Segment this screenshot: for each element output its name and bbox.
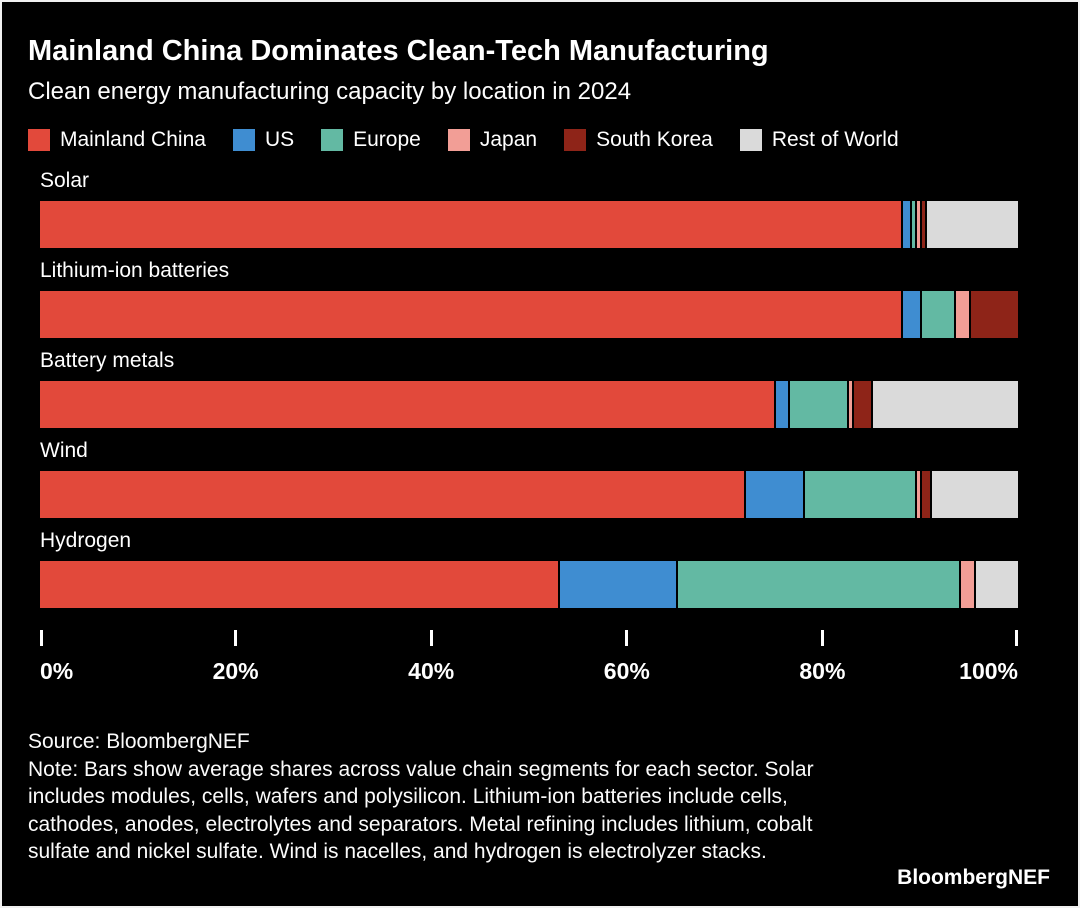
bar-label: Battery metals (40, 349, 175, 372)
tick-mark (625, 630, 629, 646)
legend-label: Europe (353, 128, 421, 151)
bar-segment-us (558, 561, 676, 608)
tick-label: 20% (212, 658, 259, 684)
bar-segment-rest-of-world (925, 201, 1018, 248)
legend-label: US (264, 128, 295, 151)
legend-swatch-south-korea (564, 129, 587, 151)
bar-segment-us (744, 471, 803, 518)
chart-subtitle: Clean energy manufacturing capacity by l… (28, 78, 632, 105)
stacked-bar (40, 471, 1018, 518)
bar-label: Wind (40, 439, 88, 462)
bar-segment-europe (788, 381, 847, 428)
tick-mark (234, 630, 238, 646)
tick-label: 40% (408, 658, 455, 684)
bar-segment-south-korea (851, 381, 872, 428)
bar-segment-europe (920, 291, 955, 338)
stacked-bar (40, 561, 1018, 608)
bar-label: Hydrogen (40, 529, 132, 552)
legend-swatch-us (232, 129, 255, 151)
legend-label: Mainland China (60, 128, 206, 151)
tick-mark (40, 630, 43, 646)
tick-mark (429, 630, 433, 646)
bar-segment-south-korea (920, 201, 926, 248)
chart: Solar Lithium-ion batteries Battery metals… (40, 168, 1018, 608)
tick-label: 80% (799, 658, 846, 684)
bar-segment-mainland-china (40, 471, 745, 518)
legend-swatch-japan (447, 129, 470, 151)
bar-segment-europe (802, 471, 916, 518)
legend-label: Rest of World (771, 128, 899, 151)
legend-item-rest-of-world: Rest of World (739, 128, 899, 152)
bar-group-hydrogen: Hydrogen (40, 528, 1018, 608)
note-text: Note: Bars show average shares across va… (28, 757, 814, 864)
stacked-bar (40, 291, 1018, 338)
stacked-bar (40, 201, 1018, 248)
footer: Source: BloombergNEF Note: Bars show ave… (28, 728, 1052, 866)
legend-swatch-europe (321, 129, 344, 151)
bar-segment-rest-of-world (871, 381, 1018, 428)
tick-label: 100% (959, 658, 1018, 684)
legend-swatch-mainland-china (28, 129, 50, 151)
bar-group-solar: Solar (40, 168, 1018, 248)
bar-segment-europe (675, 561, 960, 608)
bar-segment-japan (846, 381, 852, 428)
bar-segment-south-korea (920, 471, 930, 518)
legend-label: Japan (479, 128, 538, 151)
source-text: Source: BloombergNEF (28, 730, 250, 753)
bar-segment-japan (954, 291, 970, 338)
stacked-bar (40, 381, 1018, 428)
legend-swatch-rest-of-world (739, 129, 762, 151)
bar-segment-mainland-china (40, 381, 774, 428)
bar-segment-japan (959, 561, 974, 608)
bar-segment-mainland-china (40, 291, 901, 338)
brand-logo: BloombergNEF (897, 866, 1050, 889)
bar-segment-japan (915, 471, 921, 518)
bar-segment-us (773, 381, 789, 428)
legend-item-japan: Japan (447, 128, 538, 152)
bar-segment-us (900, 291, 921, 338)
legend-item-mainland-china: Mainland China (28, 128, 206, 152)
bar-group-wind: Wind (40, 438, 1018, 518)
legend-item-us: US (232, 128, 295, 152)
tick-label: 60% (603, 658, 650, 684)
legend-item-south-korea: South Korea (564, 128, 713, 152)
legend: Mainland China US Europe Japan South Korea Re… (28, 128, 1052, 152)
tick-mark (1015, 630, 1018, 646)
bar-segment-mainland-china (40, 201, 901, 248)
bar-group-lithium-ion-batteries: Lithium-ion batteries (40, 258, 1018, 338)
bar-segment-south-korea (969, 291, 1018, 338)
bar-segment-mainland-china (40, 561, 559, 608)
tick-mark (820, 630, 824, 646)
bar-segment-rest-of-world (929, 471, 1018, 518)
legend-label: South Korea (596, 128, 713, 151)
bar-label: Solar (40, 169, 90, 192)
tick-label: 0% (40, 658, 74, 684)
bar-group-battery-metals: Battery metals (40, 348, 1018, 428)
bar-label: Lithium-ion batteries (40, 259, 230, 282)
bar-segment-rest-of-world (973, 561, 1018, 608)
bar-segment-japan (915, 201, 921, 248)
chart-title: Mainland China Dominates Clean-Tech Manu… (28, 35, 769, 67)
bar-segment-us (900, 201, 911, 248)
bar-segment-europe (910, 201, 916, 248)
legend-item-europe: Europe (321, 128, 421, 152)
x-axis: 0% 20% 40% 60% 80% 100% (40, 630, 1018, 702)
